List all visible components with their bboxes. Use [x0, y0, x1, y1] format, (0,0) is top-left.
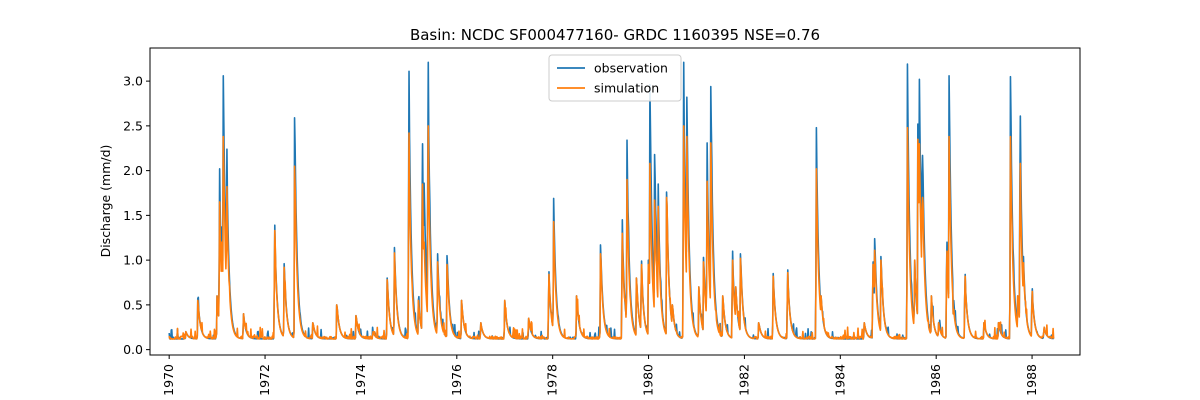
- x-tick-label: 1970: [161, 364, 176, 396]
- y-tick-label: 3.0: [123, 74, 143, 89]
- x-tick-label: 1984: [832, 364, 847, 396]
- legend-label-observation: observation: [594, 61, 668, 76]
- series-line-simulation: [168, 125, 1055, 340]
- legend: observation simulation: [548, 54, 682, 102]
- y-axis-label: Discharge (mm/d): [98, 145, 113, 258]
- chart-title: Basin: NCDC SF000477160- GRDC 1160395 NS…: [410, 26, 820, 44]
- x-tick-label: 1978: [545, 364, 560, 396]
- x-axis: 1970 1972 1974 1976 1978 1980 1982 1984 1986 1988: [161, 355, 1039, 396]
- plot-frame: [149, 47, 1081, 356]
- x-tick-label: 1986: [928, 364, 943, 396]
- y-tick-label: 1.0: [123, 253, 143, 268]
- y-tick-label: 2.0: [123, 163, 143, 178]
- y-tick-label: 1.5: [123, 208, 143, 223]
- x-tick-label: 1980: [641, 364, 656, 396]
- series-layer: [168, 61, 1055, 340]
- x-tick-label: 1988: [1024, 364, 1039, 396]
- y-tick-label: 2.5: [123, 118, 143, 133]
- x-tick-label: 1976: [449, 364, 464, 396]
- x-tick-label: 1972: [257, 364, 272, 396]
- x-tick-label: 1974: [353, 364, 368, 396]
- x-tick-label: 1982: [736, 364, 751, 396]
- y-tick-label: 0.0: [123, 342, 143, 357]
- legend-label-simulation: simulation: [594, 81, 659, 96]
- y-axis: 0.0 0.5 1.0 1.5 2.0 2.5 3.0: [123, 74, 150, 357]
- y-tick-label: 0.5: [123, 297, 143, 312]
- legend-box: [548, 54, 682, 102]
